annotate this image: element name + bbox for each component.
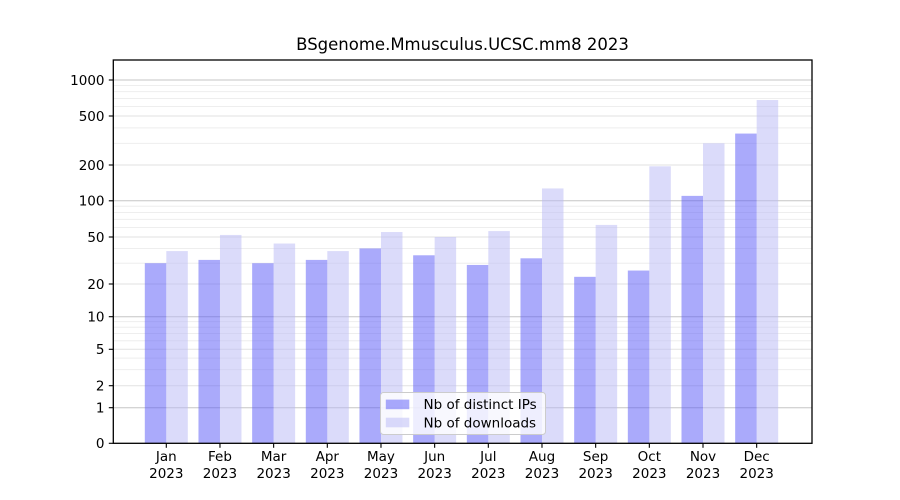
x-tick-label-year: 2023 bbox=[256, 466, 290, 482]
y-tick-label: 0 bbox=[96, 436, 105, 452]
bar-downloads-oct bbox=[649, 166, 671, 444]
x-tick-label-month: Nov bbox=[690, 449, 716, 465]
bar-downloads-aug bbox=[541, 188, 564, 444]
x-tick-label-year: 2023 bbox=[739, 466, 773, 482]
bar-downloads-mar bbox=[273, 243, 296, 444]
bar-distinct-ips-oct bbox=[627, 270, 650, 444]
x-tick-label-month: Sep bbox=[583, 449, 608, 465]
x-tick-label-month: Oct bbox=[638, 449, 661, 465]
bar-distinct-ips-nov bbox=[681, 195, 703, 444]
y-tick-label: 20 bbox=[87, 277, 104, 293]
bar-downloads-apr bbox=[327, 251, 349, 444]
x-tick-label-month: Aug bbox=[529, 449, 555, 465]
y-tick-label: 500 bbox=[79, 109, 105, 125]
y-tick-label: 5 bbox=[96, 342, 105, 358]
axis-ticks bbox=[108, 79, 758, 448]
x-tick-label-year: 2023 bbox=[578, 466, 612, 482]
bar-downloads-sep bbox=[595, 224, 618, 444]
y-tick-label: 50 bbox=[87, 230, 104, 246]
bar-distinct-ips-dec bbox=[735, 133, 757, 444]
chart-title: BSgenome.Mmusculus.UCSC.mm8 2023 bbox=[296, 35, 629, 54]
legend-label-downloads: Nb of downloads bbox=[424, 415, 537, 431]
bar-downloads-jan bbox=[166, 251, 188, 444]
x-tick-label-month: Jun bbox=[423, 449, 445, 465]
y-tick-label: 10 bbox=[87, 310, 104, 326]
legend-swatch-distinct-ips bbox=[385, 399, 410, 410]
bar-downloads-jun bbox=[434, 237, 457, 444]
x-tick-label-month: Jan bbox=[155, 449, 177, 465]
x-tick-label-month: Dec bbox=[744, 449, 770, 465]
bar-distinct-ips-may bbox=[359, 248, 381, 444]
x-tick-label-year: 2023 bbox=[471, 466, 505, 482]
bar-distinct-ips-apr bbox=[305, 259, 328, 444]
y-tick-label: 2 bbox=[96, 379, 105, 395]
x-tick-label-month: Apr bbox=[316, 449, 340, 465]
legend-label-distinct-ips: Nb of distinct IPs bbox=[424, 397, 537, 413]
x-tick-label-month: Jul bbox=[479, 449, 496, 465]
x-tick-label-year: 2023 bbox=[364, 466, 398, 482]
legend-swatch-downloads bbox=[385, 417, 410, 428]
bar-downloads-feb bbox=[219, 234, 242, 444]
x-tick-label-month: Mar bbox=[261, 449, 287, 465]
y-tick-label: 1000 bbox=[70, 73, 104, 89]
x-tick-label-year: 2023 bbox=[417, 466, 451, 482]
y-axis-labels: 0 1 2 5 10 20 50 100 200 500 1000 bbox=[70, 73, 104, 452]
bar-distinct-ips-mar bbox=[252, 263, 274, 444]
y-tick-label: 1 bbox=[96, 401, 105, 417]
bar-distinct-ips-sep bbox=[574, 276, 596, 444]
legend: Nb of distinct IPs Nb of downloads bbox=[380, 392, 546, 435]
bar-downloads-nov bbox=[703, 143, 725, 444]
y-tick-label: 100 bbox=[79, 194, 105, 210]
x-tick-label-year: 2023 bbox=[632, 466, 666, 482]
x-tick-label-month: May bbox=[367, 449, 395, 465]
bar-distinct-ips-jan bbox=[144, 263, 167, 444]
x-tick-label-month: Feb bbox=[208, 449, 232, 465]
bar-downloads-dec bbox=[756, 100, 779, 444]
bar-downloads-may bbox=[380, 232, 403, 444]
bars bbox=[144, 100, 779, 444]
bar-downloads-jul bbox=[488, 231, 510, 444]
legend-box bbox=[380, 392, 546, 435]
x-tick-label-year: 2023 bbox=[203, 466, 237, 482]
y-tick-label: 200 bbox=[79, 158, 105, 174]
x-tick-label-year: 2023 bbox=[686, 466, 720, 482]
x-axis-labels: Jan2023Feb2023Mar2023Apr2023May2023Jun20… bbox=[149, 449, 774, 482]
plot-frame bbox=[112, 59, 813, 444]
bar-distinct-ips-feb bbox=[198, 259, 220, 444]
x-tick-label-year: 2023 bbox=[149, 466, 183, 482]
x-tick-label-year: 2023 bbox=[525, 466, 559, 482]
x-tick-label-year: 2023 bbox=[310, 466, 344, 482]
